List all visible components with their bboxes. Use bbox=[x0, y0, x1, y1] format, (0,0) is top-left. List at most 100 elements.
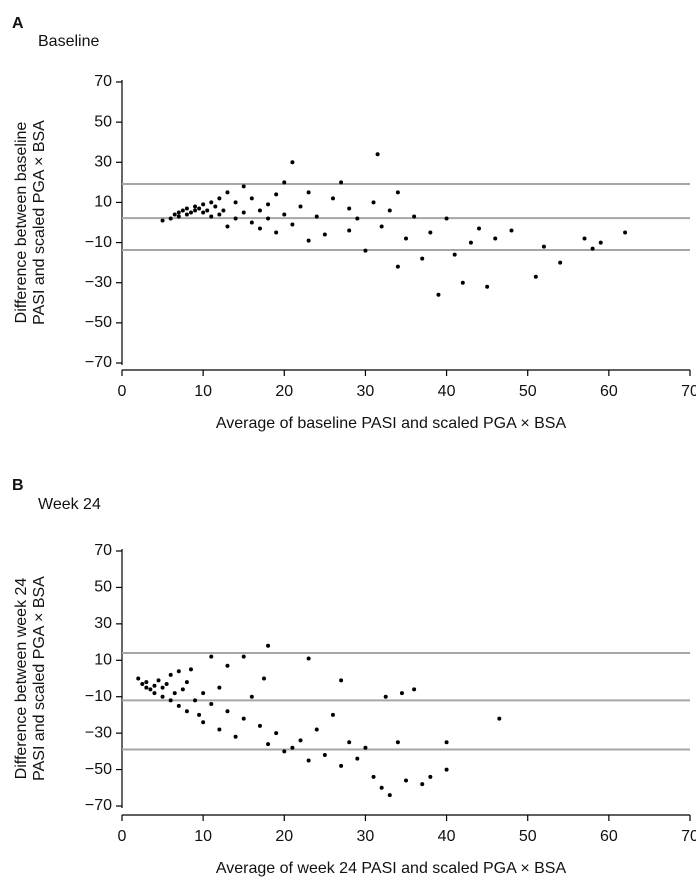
x-tick-label: 20 bbox=[275, 383, 293, 400]
point bbox=[274, 731, 279, 736]
point bbox=[379, 785, 384, 790]
point bbox=[444, 767, 449, 772]
point bbox=[172, 212, 177, 217]
point bbox=[197, 206, 202, 211]
point bbox=[241, 184, 246, 189]
point bbox=[290, 222, 295, 227]
point bbox=[201, 202, 206, 207]
point bbox=[314, 214, 319, 219]
x-tick-label: 40 bbox=[438, 828, 456, 845]
point bbox=[298, 738, 303, 743]
point bbox=[330, 196, 335, 201]
point bbox=[306, 190, 311, 195]
point bbox=[395, 264, 400, 269]
point bbox=[322, 232, 327, 237]
point bbox=[282, 749, 287, 754]
point bbox=[298, 204, 303, 209]
point bbox=[225, 190, 230, 195]
y-axis-label: Difference between week 24 bbox=[13, 578, 30, 780]
point bbox=[184, 206, 189, 211]
point bbox=[404, 236, 408, 241]
point bbox=[412, 214, 417, 219]
point bbox=[436, 292, 441, 297]
y-tick-label: −50 bbox=[85, 314, 112, 331]
point bbox=[444, 740, 449, 745]
point bbox=[168, 698, 173, 703]
x-tick-label: 10 bbox=[194, 383, 212, 400]
x-tick-label: 0 bbox=[118, 828, 127, 845]
x-tick-label: 30 bbox=[357, 828, 375, 845]
point bbox=[209, 702, 214, 706]
x-tick-label: 60 bbox=[600, 383, 618, 400]
x-tick-label: 60 bbox=[600, 828, 618, 845]
point bbox=[152, 683, 157, 688]
point bbox=[172, 691, 177, 696]
point bbox=[193, 208, 198, 213]
point bbox=[428, 774, 433, 779]
point bbox=[249, 220, 254, 225]
point bbox=[460, 280, 465, 285]
point bbox=[176, 214, 181, 219]
point bbox=[209, 214, 214, 219]
point bbox=[363, 248, 368, 253]
point bbox=[233, 734, 238, 739]
point bbox=[339, 763, 344, 768]
point bbox=[266, 742, 271, 747]
point bbox=[249, 694, 254, 699]
point bbox=[598, 240, 603, 245]
point bbox=[160, 694, 165, 699]
point bbox=[493, 236, 498, 241]
point bbox=[306, 238, 311, 243]
y-tick-label: 50 bbox=[94, 579, 112, 596]
point bbox=[144, 680, 149, 685]
point bbox=[330, 712, 335, 717]
point bbox=[266, 216, 271, 221]
x-tick-label: 50 bbox=[519, 828, 537, 845]
point bbox=[233, 216, 238, 221]
point bbox=[371, 200, 376, 205]
point bbox=[136, 676, 141, 681]
point bbox=[217, 685, 222, 690]
point bbox=[144, 685, 149, 690]
x-tick-label: 0 bbox=[118, 383, 127, 400]
x-tick-label: 10 bbox=[194, 828, 212, 845]
point bbox=[225, 663, 230, 668]
x-axis-label: Average of week 24 PASI and scaled PGA ×… bbox=[216, 860, 567, 877]
point bbox=[582, 236, 587, 241]
point bbox=[355, 216, 360, 221]
point bbox=[590, 246, 595, 251]
point bbox=[339, 678, 344, 683]
panel-subtitle: Baseline bbox=[38, 33, 99, 50]
point bbox=[383, 694, 388, 699]
x-tick-label: 20 bbox=[275, 828, 293, 845]
x-tick-label: 30 bbox=[357, 383, 375, 400]
point bbox=[452, 252, 457, 257]
point bbox=[477, 226, 482, 231]
point bbox=[176, 210, 181, 215]
point bbox=[160, 218, 165, 223]
point bbox=[241, 210, 246, 215]
point bbox=[188, 210, 193, 215]
x-axis-label: Average of baseline PASI and scaled PGA … bbox=[216, 415, 567, 432]
x-tick-label: 40 bbox=[438, 383, 456, 400]
y-axis-label: PASI and scaled PGA × BSA bbox=[31, 576, 48, 781]
x-tick-label: 70 bbox=[681, 828, 696, 845]
point bbox=[322, 753, 327, 757]
point bbox=[468, 240, 473, 245]
point bbox=[533, 274, 538, 279]
panel-letter: B bbox=[12, 477, 24, 494]
point bbox=[193, 698, 198, 703]
point bbox=[180, 208, 185, 213]
point bbox=[395, 740, 400, 745]
point bbox=[201, 691, 206, 696]
point bbox=[217, 212, 222, 217]
point bbox=[241, 716, 246, 721]
point bbox=[221, 208, 226, 213]
point bbox=[509, 228, 514, 233]
point bbox=[306, 758, 311, 763]
point bbox=[404, 778, 408, 783]
y-tick-label: 50 bbox=[94, 113, 112, 130]
point bbox=[205, 208, 210, 213]
point bbox=[197, 712, 202, 717]
